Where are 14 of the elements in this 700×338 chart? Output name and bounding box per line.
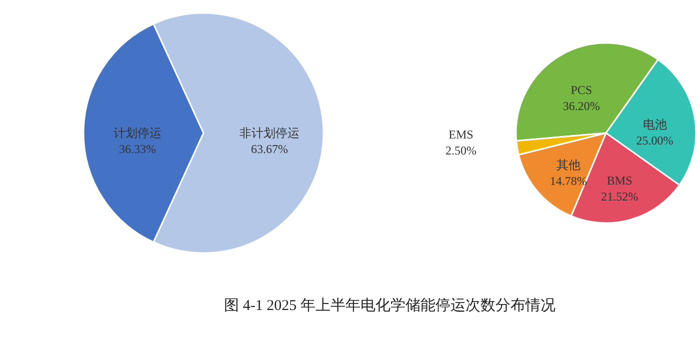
slice-label: BMS	[606, 174, 632, 188]
slice-label: 计划停运	[114, 126, 162, 140]
slice-label: 其他	[556, 158, 580, 172]
data-label: 36.33%	[119, 142, 156, 156]
data-label: 21.52%	[601, 190, 638, 204]
data-label: 63.67%	[251, 142, 288, 156]
data-label: 25.00%	[636, 134, 674, 148]
slice-label: 电池	[642, 118, 667, 132]
slice-label: PCS	[570, 83, 592, 98]
caption: 图 4-1 2025 年上半年电化学储能停运次数分布情况	[224, 297, 556, 314]
slice-label: 非计划停运	[240, 126, 300, 140]
data-label: 2.50%	[446, 143, 477, 158]
slice-label: EMS	[448, 127, 474, 142]
data-label: 36.20%	[562, 99, 600, 114]
